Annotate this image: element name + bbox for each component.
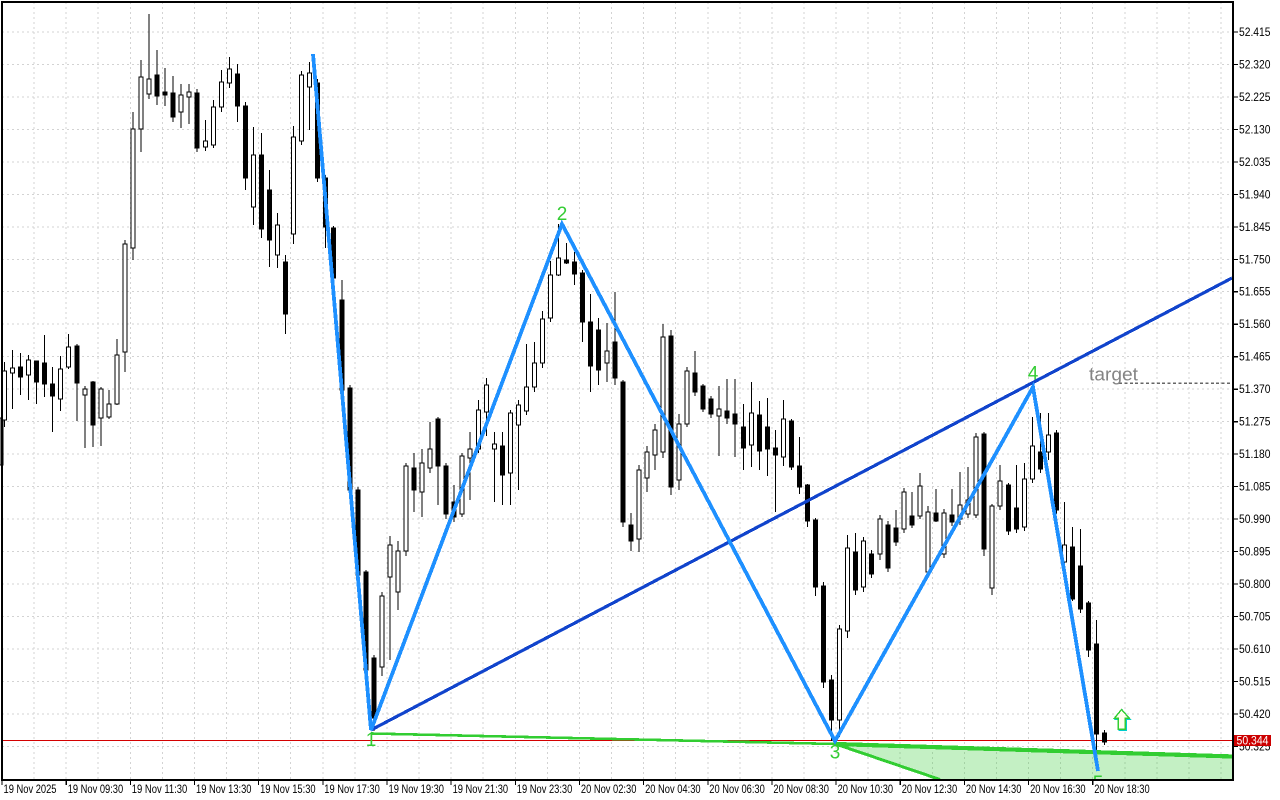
svg-text:2: 2 bbox=[557, 204, 568, 225]
svg-text:51.750: 51.750 bbox=[1239, 254, 1271, 266]
svg-text:19 Nov 2025: 19 Nov 2025 bbox=[4, 784, 57, 796]
svg-text:50.610: 50.610 bbox=[1239, 644, 1271, 656]
svg-text:20 Nov 16:30: 20 Nov 16:30 bbox=[1030, 784, 1086, 796]
svg-text:50.705: 50.705 bbox=[1239, 612, 1271, 624]
svg-text:50.515: 50.515 bbox=[1239, 677, 1271, 689]
svg-text:51.180: 51.180 bbox=[1239, 449, 1271, 461]
svg-text:51.655: 51.655 bbox=[1239, 287, 1271, 299]
svg-text:20 Nov 04:30: 20 Nov 04:30 bbox=[645, 784, 701, 796]
svg-text:1: 1 bbox=[366, 730, 377, 751]
svg-text:19 Nov 19:30: 19 Nov 19:30 bbox=[389, 784, 445, 796]
svg-text:20 Nov 10:30: 20 Nov 10:30 bbox=[838, 784, 894, 796]
svg-text:19 Nov 15:30: 19 Nov 15:30 bbox=[260, 784, 316, 796]
svg-text:20 Nov 18:30: 20 Nov 18:30 bbox=[1094, 784, 1150, 796]
svg-text:20 Nov 14:30: 20 Nov 14:30 bbox=[966, 784, 1022, 796]
svg-text:51.370: 51.370 bbox=[1239, 384, 1271, 396]
svg-text:51.465: 51.465 bbox=[1239, 352, 1271, 364]
svg-text:50.420: 50.420 bbox=[1239, 709, 1271, 721]
svg-text:52.130: 52.130 bbox=[1239, 124, 1271, 136]
svg-text:52.225: 52.225 bbox=[1239, 92, 1271, 104]
svg-text:51.560: 51.560 bbox=[1239, 319, 1271, 331]
svg-text:50.344: 50.344 bbox=[1237, 735, 1270, 747]
svg-text:51.085: 51.085 bbox=[1239, 482, 1271, 494]
svg-text:3: 3 bbox=[830, 743, 841, 764]
svg-text:51.275: 51.275 bbox=[1239, 417, 1271, 429]
svg-text:19 Nov 17:30: 19 Nov 17:30 bbox=[324, 784, 380, 796]
svg-text:19 Nov 23:30: 19 Nov 23:30 bbox=[517, 784, 573, 796]
svg-text:20 Nov 02:30: 20 Nov 02:30 bbox=[581, 784, 637, 796]
svg-text:52.320: 52.320 bbox=[1239, 59, 1271, 71]
svg-text:20 Nov 12:30: 20 Nov 12:30 bbox=[902, 784, 958, 796]
svg-text:50.895: 50.895 bbox=[1239, 547, 1271, 559]
svg-text:4: 4 bbox=[1028, 364, 1039, 385]
svg-text:19 Nov 11:30: 19 Nov 11:30 bbox=[132, 784, 188, 796]
svg-text:19 Nov 09:30: 19 Nov 09:30 bbox=[68, 784, 124, 796]
svg-text:52.035: 52.035 bbox=[1239, 157, 1271, 169]
svg-text:52.415: 52.415 bbox=[1239, 27, 1271, 39]
svg-text:51.940: 51.940 bbox=[1239, 189, 1271, 201]
svg-text:50.800: 50.800 bbox=[1239, 579, 1271, 591]
svg-text:19 Nov 13:30: 19 Nov 13:30 bbox=[196, 784, 252, 796]
svg-text:51.845: 51.845 bbox=[1239, 222, 1271, 234]
svg-text:50.990: 50.990 bbox=[1239, 514, 1271, 526]
svg-text:target: target bbox=[1089, 365, 1138, 385]
svg-text:20 Nov 06:30: 20 Nov 06:30 bbox=[709, 784, 765, 796]
svg-text:20 Nov 08:30: 20 Nov 08:30 bbox=[773, 784, 829, 796]
svg-text:19 Nov 21:30: 19 Nov 21:30 bbox=[453, 784, 509, 796]
